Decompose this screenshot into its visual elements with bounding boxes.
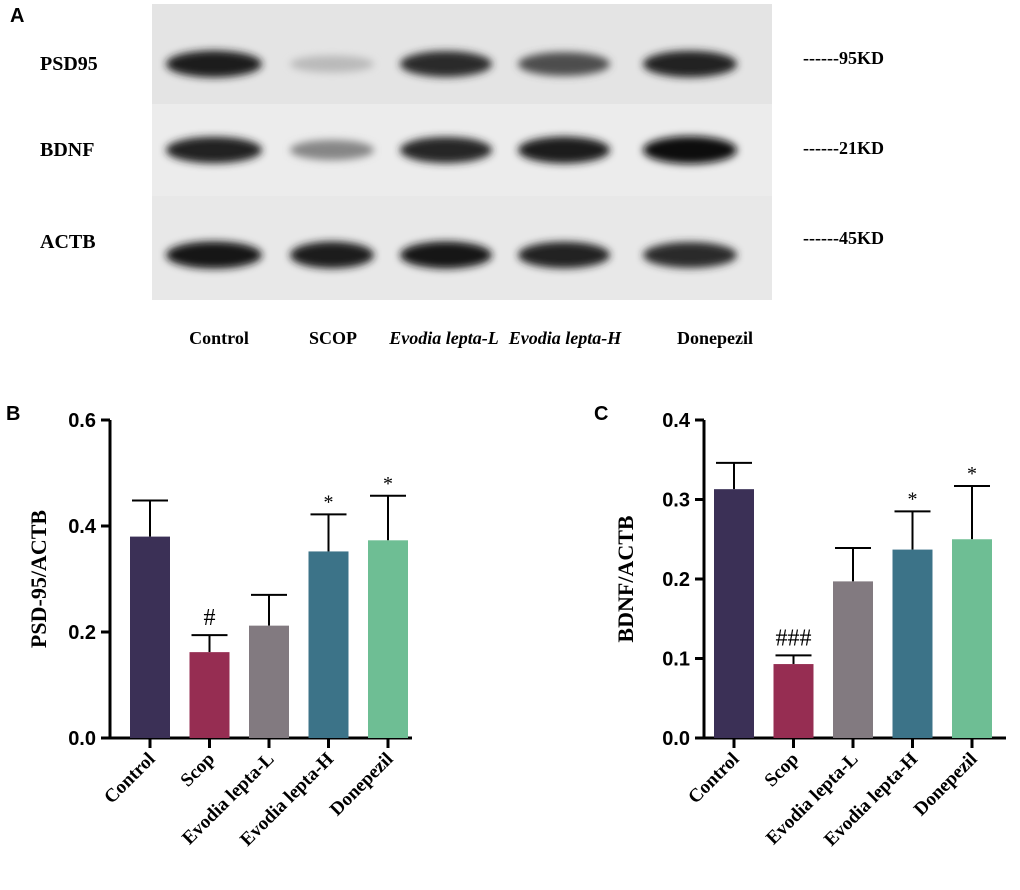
category-label-4: Donepezil [910,749,982,821]
chart-b: 0.00.20.40.6PSD-95/ACTBControl#ScopEvodi… [26,410,412,850]
blot-marker-actb: ------45KD [803,228,884,248]
blot-marker-psd95: ------95KD [803,48,884,68]
blot-lane-label-2: Evodia lepta-L [388,328,498,348]
blot-band-bdnf-2 [400,136,492,164]
significance-3: * [324,491,334,513]
significance-1: ### [776,625,812,651]
y-tick-label: 0.2 [662,569,690,591]
panel-label-a: A [10,5,24,27]
blot-row-label-bdnf: BDNF [40,139,94,161]
blot-band-bdnf-1 [290,139,374,161]
y-tick-label: 0.4 [662,410,691,432]
blot-band-psd95-3 [518,52,610,76]
blot-lane-label-1: SCOP [309,328,357,348]
significance-4: * [383,473,393,495]
panel-label-b: B [6,403,20,425]
y-tick-label: 0.2 [68,622,96,644]
y-tick-label: 0.3 [662,490,690,512]
blot-band-actb-0 [166,241,262,269]
significance-1: # [204,605,216,631]
blot-lane-label-0: Control [189,328,249,348]
chart-c: 0.00.10.20.30.4BDNF/ACTBControl###ScopEv… [613,410,1006,850]
blot-band-actb-1 [290,241,374,269]
y-tick-label: 0.0 [68,728,96,750]
y-tick-label: 0.1 [662,649,690,671]
blot-band-psd95-2 [400,51,492,77]
significance-4: * [967,463,977,485]
bar-2 [249,625,289,738]
blot-band-bdnf-0 [166,136,262,164]
blot-band-actb-4 [643,242,737,268]
bar-0 [714,489,754,738]
category-label-0: Control [100,749,159,808]
blot-band-bdnf-4 [643,136,737,164]
blot-band-psd95-1 [290,55,374,73]
bar-2 [833,581,873,738]
panel-label-c: C [594,403,608,425]
y-tick-label: 0.4 [68,516,97,538]
bar-1 [189,652,230,738]
y-axis-label: PSD-95/ACTB [26,510,51,648]
blot-lane-label-4: Donepezil [677,328,753,348]
bar-4 [368,540,408,738]
blot-band-bdnf-3 [518,136,610,164]
blot-row-label-psd95: PSD95 [40,53,98,75]
blot-row-label-actb: ACTB [40,231,96,253]
western-blot [152,4,772,300]
blot-band-psd95-0 [166,50,262,78]
blot-band-psd95-4 [643,50,737,78]
blot-marker-bdnf: ------21KD [803,138,884,158]
bar-1 [773,664,814,738]
y-tick-label: 0.0 [662,728,690,750]
bar-0 [130,536,170,738]
blot-band-actb-2 [400,241,492,269]
y-tick-label: 0.6 [68,410,96,432]
bar-3 [308,551,349,738]
category-label-0: Control [684,749,743,808]
category-label-1: Scop [177,749,219,791]
category-label-4: Donepezil [326,749,398,821]
bar-4 [952,539,992,738]
significance-3: * [908,488,918,510]
blot-lane-label-3: Evodia lepta-H [508,328,622,348]
category-label-1: Scop [761,749,803,791]
blot-band-actb-3 [518,241,610,269]
y-axis-label: BDNF/ACTB [613,515,638,642]
bar-3 [892,549,933,738]
